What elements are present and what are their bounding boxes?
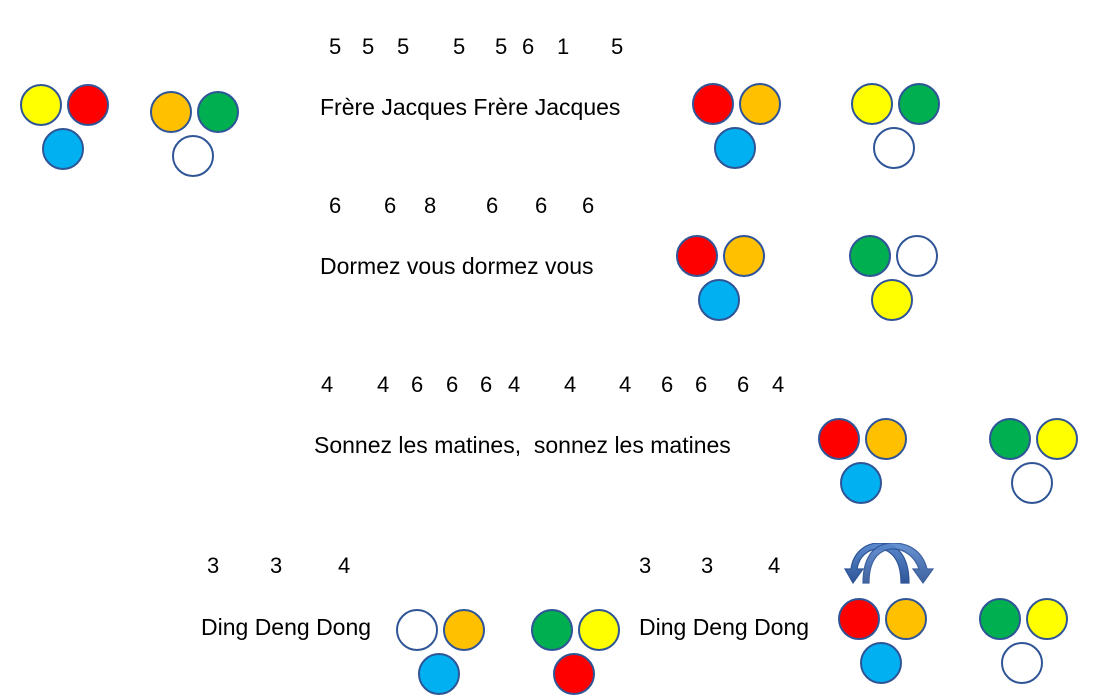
yellow-circle <box>851 83 893 125</box>
note: 6 <box>486 193 499 218</box>
note: 5 <box>329 34 342 59</box>
note: 6 <box>446 372 459 397</box>
note: 4 <box>619 372 632 397</box>
blue-circle <box>698 279 740 321</box>
curved-swap-arrows-icon <box>843 543 935 585</box>
lyric-line-1: Frère Jacques Frère Jacques <box>320 94 621 120</box>
note: 6 <box>384 193 397 218</box>
white-circle <box>396 609 438 651</box>
blue-circle <box>840 462 882 504</box>
note: 5 <box>495 34 508 59</box>
note: 6 <box>661 372 674 397</box>
orange-circle <box>865 418 907 460</box>
note: 6 <box>329 193 342 218</box>
white-circle <box>896 235 938 277</box>
red-circle <box>67 84 109 126</box>
white-circle <box>1001 642 1043 684</box>
note: 4 <box>772 372 785 397</box>
green-circle <box>197 91 239 133</box>
note: 4 <box>768 553 781 578</box>
note: 3 <box>207 553 220 578</box>
yellow-circle <box>871 279 913 321</box>
lyric-line-3: Sonnez les matines, sonnez les matines <box>314 432 731 458</box>
note: 1 <box>557 34 570 59</box>
note: 6 <box>695 372 708 397</box>
note: 3 <box>701 553 714 578</box>
blue-circle <box>714 127 756 169</box>
green-circle <box>531 609 573 651</box>
green-circle <box>989 418 1031 460</box>
orange-circle <box>443 609 485 651</box>
note: 4 <box>564 372 577 397</box>
green-circle <box>898 83 940 125</box>
note: 3 <box>270 553 283 578</box>
yellow-circle <box>578 609 620 651</box>
white-circle <box>172 135 214 177</box>
red-circle <box>676 235 718 277</box>
note: 5 <box>453 34 466 59</box>
blue-circle <box>418 653 460 695</box>
yellow-circle <box>1026 598 1068 640</box>
white-circle <box>1011 462 1053 504</box>
note: 5 <box>611 34 624 59</box>
note: 6 <box>411 372 424 397</box>
lyric-line-2: Dormez vous dormez vous <box>320 253 594 279</box>
orange-circle <box>723 235 765 277</box>
note: 8 <box>424 193 437 218</box>
note: 4 <box>508 372 521 397</box>
note: 3 <box>639 553 652 578</box>
note: 6 <box>522 34 535 59</box>
orange-circle <box>739 83 781 125</box>
note: 4 <box>338 553 351 578</box>
yellow-circle <box>20 84 62 126</box>
red-circle <box>818 418 860 460</box>
blue-circle <box>42 128 84 170</box>
lyric-line-4-left: Ding Deng Dong <box>201 614 372 640</box>
yellow-circle <box>1036 418 1078 460</box>
note: 5 <box>397 34 410 59</box>
blue-circle <box>860 642 902 684</box>
note: 6 <box>480 372 493 397</box>
orange-circle <box>885 598 927 640</box>
note: 4 <box>321 372 334 397</box>
note: 6 <box>535 193 548 218</box>
red-circle <box>838 598 880 640</box>
red-circle <box>553 653 595 695</box>
green-circle <box>979 598 1021 640</box>
note: 6 <box>582 193 595 218</box>
green-circle <box>849 235 891 277</box>
orange-circle <box>150 91 192 133</box>
note: 6 <box>737 372 750 397</box>
lyric-line-4-right: Ding Deng Dong <box>639 614 810 640</box>
red-circle <box>692 83 734 125</box>
note: 5 <box>362 34 375 59</box>
white-circle <box>873 127 915 169</box>
note: 4 <box>377 372 390 397</box>
